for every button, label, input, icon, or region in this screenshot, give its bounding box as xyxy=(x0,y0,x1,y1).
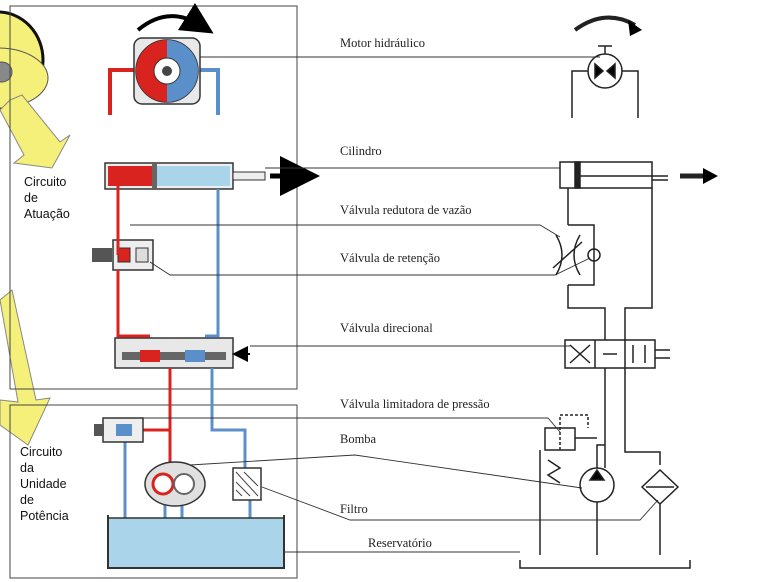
label-filtro: Filtro xyxy=(340,502,368,516)
potencia-section-box xyxy=(9,404,298,579)
yellow-callout-atuacao xyxy=(0,10,71,169)
atuacao-section-box xyxy=(9,5,298,390)
directional-valve-pictorial xyxy=(114,337,250,369)
section-label-atuacao: Circuito de Atuação xyxy=(24,175,70,221)
label-cilindro: Cilindro xyxy=(340,144,382,158)
cylinder-pictorial xyxy=(104,156,320,196)
label-motor: Motor hidráulico xyxy=(340,36,426,50)
label-limitadora: Válvula limitadora de pressão xyxy=(340,397,490,411)
symbol-motor xyxy=(571,15,642,118)
flow-valves-pictorial xyxy=(92,239,154,271)
filter-pictorial xyxy=(232,467,262,501)
label-direcional: Válvula direcional xyxy=(340,321,433,335)
label-bomba: Bomba xyxy=(340,432,377,446)
relief-valve-pictorial xyxy=(94,417,144,443)
yellow-callout-potencia xyxy=(0,289,51,446)
motor-pictorial xyxy=(108,2,220,115)
symbol-directional-valve xyxy=(564,339,670,369)
reservoir-pictorial xyxy=(107,515,285,569)
symbol-power-unit xyxy=(519,368,691,569)
pump-pictorial xyxy=(144,461,206,507)
label-redutora: Válvula redutora de vazão xyxy=(340,203,472,217)
section-label-potencia: Circuito da Unidade de Potência xyxy=(20,445,69,523)
symbol-cylinder xyxy=(559,161,718,189)
label-reservatorio: Reservatório xyxy=(368,536,432,550)
label-retencao: Válvula de retenção xyxy=(340,251,440,265)
pressure-lines xyxy=(116,176,172,480)
leader-lines xyxy=(130,56,659,553)
symbol-flow-valves xyxy=(552,188,653,340)
